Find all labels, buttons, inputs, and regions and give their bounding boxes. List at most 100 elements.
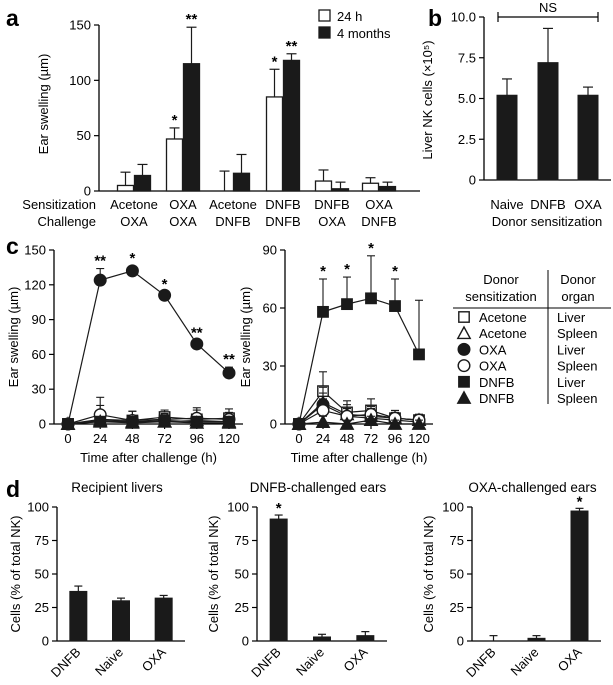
- b-x-label: Donor sensitization: [492, 214, 603, 229]
- c1-y-tick-label: 30: [32, 382, 46, 397]
- d1-y-tick-label: 25: [35, 600, 49, 615]
- d2-y-tick-label: 0: [242, 634, 249, 649]
- c1-y-tick-label: 120: [24, 277, 46, 292]
- c2-significance-dnfb-liver-4: *: [392, 263, 398, 280]
- d1-category-label-naive: Naive: [92, 645, 126, 679]
- a-significance-24-h-1: *: [172, 112, 178, 129]
- chart-d-recipient-livers: 0 25 50 75 100 Cells (% of total NK) Recipient…: [8, 480, 185, 680]
- c2-point-dnfb-liver-1: [317, 305, 329, 318]
- b-category-label-naive: Naive: [490, 197, 523, 212]
- d3-y-tick-label: 25: [450, 600, 464, 615]
- c1-point-oxa-liver-5: [222, 366, 236, 380]
- c2-x-tick-label: 0: [295, 431, 302, 446]
- a-bar-4-months-3: [282, 59, 301, 192]
- c1-x-tick-label: 120: [218, 431, 240, 446]
- chart-c-left: 0 30 60 90 120 150 Ear swelling (µm) 0 24 48 72 96 1…: [6, 243, 243, 465]
- c1-significance-oxa-liver-5: **: [223, 351, 235, 368]
- c2-significance-dnfb-liver-3: *: [368, 240, 374, 257]
- d2-bar-dnfb: [269, 518, 288, 642]
- c1-point-oxa-liver-1: [93, 273, 107, 287]
- d1-y-tick-label: 100: [27, 500, 49, 515]
- c1-x-label: Time after challenge (h): [80, 450, 217, 465]
- b-bar-naive: [496, 94, 518, 181]
- c1-y-tick-label: 150: [24, 243, 46, 258]
- c1-y-label: Ear swelling (µm): [6, 287, 21, 388]
- a-legend-swatch-4-months: [318, 26, 331, 39]
- c1-point-dnfb-spleen-3: [157, 414, 172, 428]
- c2-significance-dnfb-liver-2: *: [344, 261, 350, 278]
- b-y-tick-label: 7.5: [458, 50, 476, 65]
- legend-sensitization-5: DNFB: [479, 391, 514, 406]
- legend-header-sensitization-2: sensitization: [465, 289, 537, 304]
- legend-marker-oxa-liver: [457, 342, 471, 356]
- a-challenge-label-0: OXA: [120, 214, 148, 229]
- c1-x-tick-label: 24: [93, 431, 107, 446]
- d3-significance-oxa: *: [577, 493, 583, 510]
- c2-point-dnfb-liver-3: [365, 292, 377, 305]
- a-sensitization-label-4: DNFB: [314, 197, 349, 212]
- c1-x-tick-label: 72: [157, 431, 171, 446]
- legend-marker-acetone-spleen: [456, 325, 472, 340]
- d3-bar-oxa: [570, 510, 589, 642]
- legend-marker-dnfb-liver: [458, 375, 470, 388]
- a-row-label-challenge: Challenge: [37, 214, 96, 229]
- c2-x-tick-label: 96: [388, 431, 402, 446]
- legend-c: Donor sensitization Donor organ Acetone Liver…: [453, 270, 611, 406]
- d2-y-label: Cells (% of total NK): [206, 515, 221, 632]
- c2-x-tick-label: 72: [364, 431, 378, 446]
- a-y-tick-label: 150: [69, 18, 91, 33]
- d2-y-tick-label: 100: [227, 500, 249, 515]
- a-sensitization-label-0: Acetone: [110, 197, 158, 212]
- d2-y-tick-label: 50: [235, 567, 249, 582]
- d1-bar-naive: [112, 600, 130, 642]
- legend-sensitization-3: OXA: [479, 359, 507, 374]
- a-sensitization-label-1: OXA: [169, 197, 197, 212]
- legend-sensitization-4: DNFB: [479, 375, 514, 390]
- d3-bar-naive: [527, 637, 546, 642]
- b-bar-oxa: [577, 94, 599, 181]
- c2-y-label: Ear swelling (µm): [238, 287, 253, 388]
- c1-x-tick-label: 96: [190, 431, 204, 446]
- legend-header-sensitization-1: Donor: [483, 272, 519, 287]
- legend-marker-dnfb-spleen: [456, 390, 472, 404]
- c2-y-tick-label: 60: [263, 301, 277, 316]
- chart-b: 0 2.5 5.0 7.5 10.0 Liver NK cells (×10⁵) Naive…: [420, 0, 611, 229]
- c2-point-dnfb-spleen-5: [411, 416, 427, 430]
- d1-bar-dnfb: [69, 590, 88, 642]
- b-y-label: Liver NK cells (×10⁵): [420, 40, 435, 159]
- b-category-label-dnfb: DNFB: [530, 197, 565, 212]
- c2-line-dnfb-liver: [298, 297, 420, 425]
- a-legend-label-4-months: 4 months: [337, 26, 391, 41]
- c2-point-dnfb-spleen-1: [315, 414, 331, 428]
- d1-y-tick-label: 0: [42, 634, 49, 649]
- d1-y-tick-label: 75: [35, 533, 49, 548]
- a-challenge-label-1: OXA: [169, 214, 197, 229]
- a-legend-swatch-24-h: [318, 9, 331, 22]
- legend-organ-0: Liver: [557, 310, 586, 325]
- a-bar-24-h-3: [265, 96, 284, 192]
- c1-y-tick-label: 0: [39, 417, 46, 432]
- d3-y-tick-label: 100: [442, 500, 464, 515]
- a-row-label-sensitization: Sensitization: [22, 197, 96, 212]
- d1-category-label-dnfb: DNFB: [48, 645, 84, 681]
- a-sensitization-label-2: Acetone: [209, 197, 257, 212]
- c1-point-oxa-liver-3: [158, 288, 172, 302]
- d3-y-tick-label: 50: [450, 567, 464, 582]
- chart-d-oxa-ears: 0 25 50 75 100 Cells (% of total NK) OXA-chall…: [421, 480, 601, 680]
- legend-organ-4: Liver: [557, 375, 586, 390]
- a-bar-24-h-0: [116, 184, 135, 192]
- d2-bar-oxa: [356, 635, 375, 642]
- chart-d-dnfb-ears: 0 25 50 75 100 Cells (% of total NK) DNFB-chal…: [206, 480, 387, 680]
- c2-x-tick-label: 24: [316, 431, 330, 446]
- b-ns-annotation: NS: [539, 0, 557, 15]
- d2-bar-naive: [313, 636, 331, 642]
- c2-x-tick-label: 48: [340, 431, 354, 446]
- c2-point-dnfb-liver-0: [293, 418, 305, 430]
- c2-point-dnfb-spleen-3: [363, 412, 379, 427]
- c1-line-dnfb-spleen: [67, 421, 229, 425]
- a-challenge-label-3: DNFB: [265, 214, 300, 229]
- a-bar-4-months-5: [378, 185, 397, 192]
- c1-x-tick-label: 0: [64, 431, 71, 446]
- b-y-tick-label: 2.5: [458, 132, 476, 147]
- c2-significance-dnfb-liver-1: *: [320, 263, 326, 280]
